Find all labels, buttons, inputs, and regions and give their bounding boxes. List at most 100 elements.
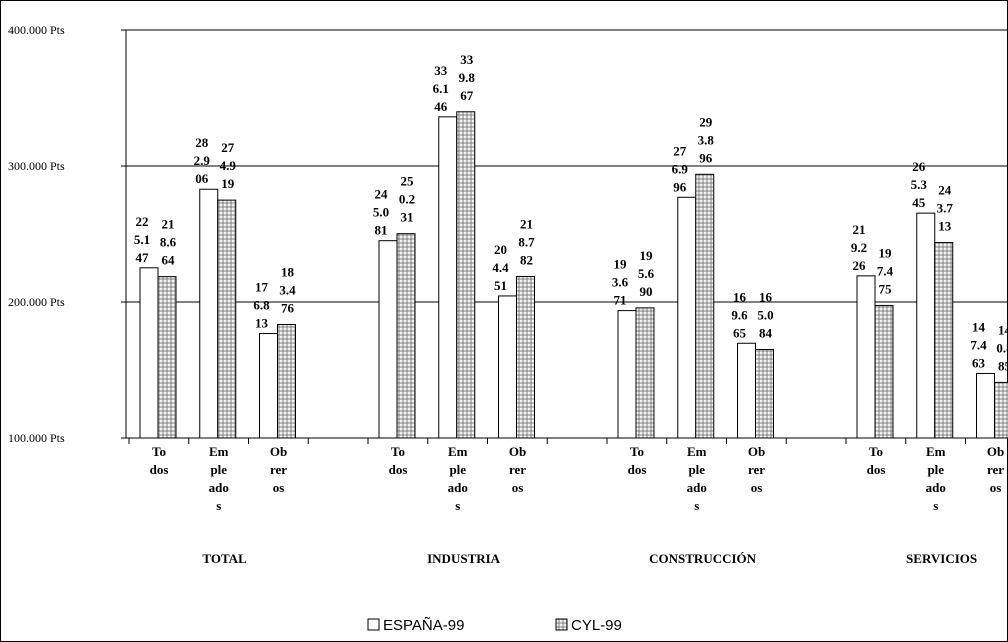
category-label: s [216, 498, 221, 513]
data-label: 3.4 [279, 282, 296, 297]
category-label: ple [688, 462, 705, 477]
data-label: 81 [375, 223, 388, 238]
bar-espana [677, 196, 697, 439]
data-label: 6.8 [253, 298, 270, 313]
category-label: Em [448, 444, 468, 459]
data-label: 5.0 [757, 307, 773, 322]
category-label: os [273, 480, 285, 495]
y-tick-label: 200.000 Pts [8, 295, 65, 309]
category-label: ple [927, 462, 944, 477]
category-label: ado [687, 480, 707, 495]
data-label: 6.9 [672, 161, 689, 176]
data-label: 5.6 [638, 266, 655, 281]
data-label: 14 [998, 322, 1008, 337]
data-label: 19 [221, 176, 235, 191]
data-label: 5.0 [373, 205, 389, 220]
data-label: 6.1 [433, 81, 449, 96]
bar-espana [498, 295, 517, 439]
bar-espana [916, 212, 936, 439]
data-label: 46 [434, 99, 448, 114]
data-label: 16 [733, 289, 747, 304]
category-label: rer [987, 462, 1004, 477]
y-tick-label: 400.000 Pts [8, 23, 65, 37]
category-label: Ob [748, 444, 765, 459]
axes: 100.000 Pts 200.000 Pts 300.000 Pts 400.000… [8, 23, 1008, 445]
category-label: ado [926, 480, 946, 495]
bar-cyl [456, 111, 476, 439]
legend: ESPAÑA-99 CYL-99 [367, 617, 622, 634]
category-label: dos [867, 462, 886, 477]
bar-cyl [217, 199, 237, 439]
group-label: TOTAL [202, 551, 247, 566]
group-label: SERVICIOS [906, 551, 977, 566]
category-label: Em [209, 444, 229, 459]
data-label: 5.1 [134, 232, 150, 247]
data-label: 20 [494, 242, 507, 257]
data-label: 9.2 [851, 240, 867, 255]
data-label: 64 [162, 253, 176, 268]
bar-espana [617, 310, 637, 439]
bar-espana [199, 188, 219, 439]
data-label: 16 [759, 289, 773, 304]
data-label: 17 [255, 280, 269, 295]
data-label: 9.6 [731, 307, 748, 322]
data-label: 29 [699, 114, 713, 129]
data-label: 33 [434, 63, 448, 78]
data-label: 7.4 [970, 337, 987, 352]
data-label: 0.8 [996, 340, 1008, 355]
data-label: 27 [673, 143, 687, 158]
bars [139, 111, 1008, 439]
data-label: 28 [195, 135, 209, 150]
bar-cyl [157, 276, 177, 439]
category-label: To [630, 444, 644, 459]
data-label: 13 [255, 316, 269, 331]
data-label: 75 [879, 281, 893, 296]
data-label: 26 [853, 258, 867, 273]
category-label: To [391, 444, 405, 459]
bar-cyl [635, 307, 655, 439]
y-tick-label: 100.000 Pts [8, 431, 65, 445]
category-label: s [694, 498, 699, 513]
data-label: 71 [614, 293, 627, 308]
data-label: 5.3 [911, 177, 928, 192]
data-label: 7.4 [877, 263, 894, 278]
group-label: CONSTRUCCIÓN [649, 551, 757, 566]
legend-swatch [367, 618, 380, 631]
data-label: 4.4 [492, 260, 509, 275]
data-label: 4.9 [220, 158, 237, 173]
category-label: os [512, 480, 524, 495]
category-label: os [751, 480, 763, 495]
category-label: To [152, 444, 166, 459]
bar-cyl [396, 233, 416, 439]
bar-espana [976, 372, 995, 439]
data-label: 31 [401, 210, 414, 225]
data-label: 13 [938, 219, 952, 234]
category-label: ado [209, 480, 229, 495]
data-label: 9.8 [459, 70, 476, 85]
data-label: 27 [221, 140, 235, 155]
category-label: os [990, 480, 1002, 495]
data-label: 18 [281, 264, 295, 279]
data-label: 3.7 [937, 201, 954, 216]
data-label: 8.6 [160, 235, 177, 250]
data-label: 8.7 [518, 234, 535, 249]
data-label: 65 [733, 325, 747, 340]
category-label: ple [210, 462, 227, 477]
bar-espana [378, 240, 398, 439]
data-label: 84 [759, 325, 773, 340]
data-label: 22 [136, 214, 149, 229]
bar-cyl [874, 304, 894, 439]
data-label: 24 [375, 187, 389, 202]
data-label: 26 [912, 159, 926, 174]
category-label: ple [449, 462, 466, 477]
category-label: rer [270, 462, 287, 477]
bar-cyl [277, 323, 296, 439]
bar-cyl [934, 242, 954, 439]
category-label: dos [389, 462, 408, 477]
data-label: 96 [699, 150, 713, 165]
data-label: 14 [972, 319, 986, 334]
group-label: INDUSTRIA [427, 551, 501, 566]
data-label: 25 [401, 174, 415, 189]
bar-espana [737, 342, 756, 439]
